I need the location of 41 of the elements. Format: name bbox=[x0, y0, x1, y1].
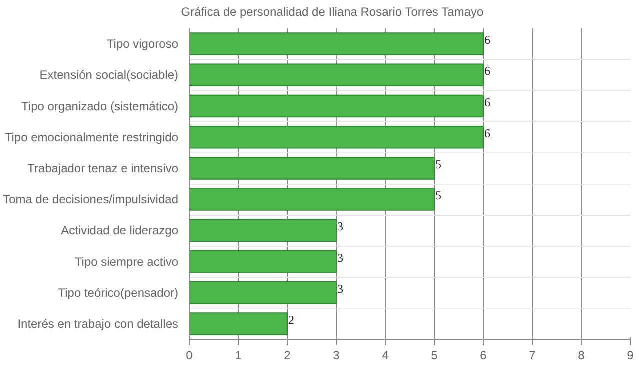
bar bbox=[190, 32, 484, 56]
x-tick-label: 2 bbox=[284, 348, 292, 362]
data-label: 6 bbox=[484, 126, 490, 140]
bar bbox=[190, 94, 484, 118]
series-label: Gráfica de personalidad de Iliana Rosario Torres Tamayo bbox=[181, 5, 484, 19]
x-tick-label: 5 bbox=[431, 348, 438, 362]
bar bbox=[190, 219, 337, 242]
y-tick-label: Tipo vigoroso bbox=[106, 37, 179, 52]
bar bbox=[190, 157, 435, 180]
x-tick-label: 4 bbox=[382, 348, 390, 362]
y-tick-label: Toma de decisiones/impulsividad bbox=[3, 192, 179, 207]
data-label: 6 bbox=[484, 33, 490, 48]
y-tick-label: Tipo organizado (sistemático) bbox=[22, 99, 179, 114]
x-tick-label: 6 bbox=[480, 348, 488, 362]
y-tick-label: Trabajador tenaz e intensivo bbox=[28, 161, 179, 176]
y-tick-label: Extensión social(sociable) bbox=[40, 68, 179, 82]
x-tick-label: 3 bbox=[333, 348, 340, 362]
data-label: 2 bbox=[288, 312, 294, 327]
bar bbox=[190, 126, 484, 149]
data-label: 6 bbox=[484, 95, 490, 110]
x-tick-label: 7 bbox=[529, 348, 536, 362]
bar bbox=[190, 188, 435, 211]
data-label: 3 bbox=[338, 250, 344, 265]
x-tick-label: 8 bbox=[578, 348, 586, 362]
bar bbox=[190, 250, 337, 274]
y-tick-label: Tipo teórico(pensador) bbox=[58, 286, 179, 300]
data-label: 3 bbox=[338, 282, 344, 296]
bar bbox=[190, 64, 484, 87]
data-label: 5 bbox=[436, 157, 442, 172]
data-label: 5 bbox=[436, 188, 442, 203]
y-tick-label: Interés en trabajo con detalles bbox=[18, 316, 179, 331]
x-tick-label: 9 bbox=[627, 348, 634, 362]
x-tick-label: 0 bbox=[186, 348, 194, 362]
y-tick-label: Tipo emocionalmente restringido bbox=[4, 130, 179, 144]
y-tick-label: Tipo siempre activo bbox=[74, 254, 179, 269]
x-tick-label: 1 bbox=[235, 348, 242, 362]
data-label: 3 bbox=[338, 220, 344, 234]
y-tick-label: Actividad de liderazgo bbox=[61, 224, 179, 238]
data-label: 6 bbox=[484, 64, 490, 78]
bar bbox=[190, 312, 288, 336]
bar bbox=[190, 281, 337, 304]
